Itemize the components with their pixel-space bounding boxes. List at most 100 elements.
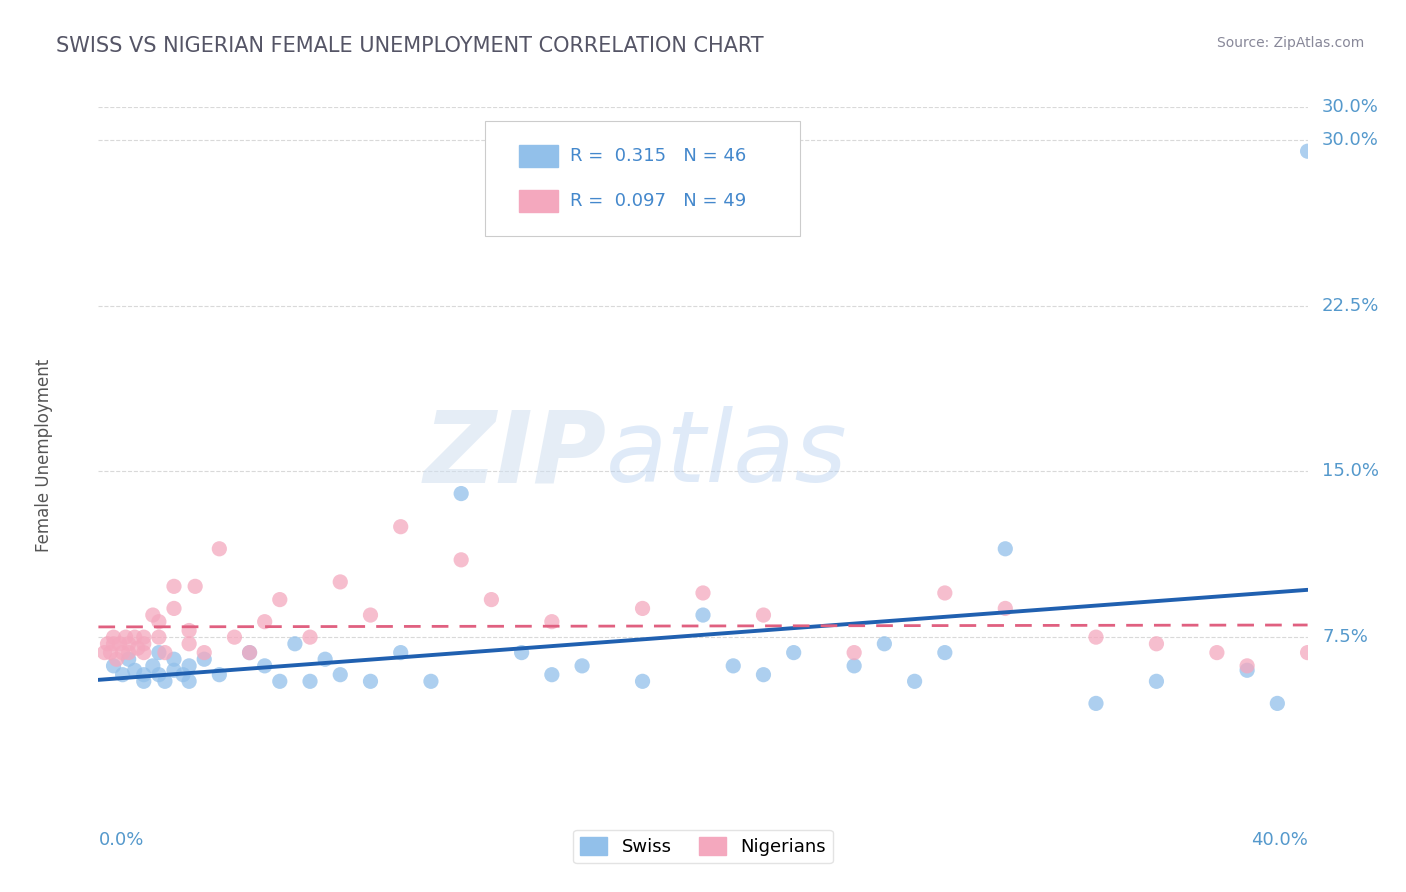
Point [934, 586, 956, 600]
Point [571, 658, 593, 673]
Point [299, 674, 322, 689]
Point [1144, 674, 1167, 689]
Point [510, 646, 533, 660]
Point [163, 601, 186, 615]
Point [193, 646, 215, 660]
FancyBboxPatch shape [485, 121, 800, 235]
Point [239, 646, 262, 660]
Point [329, 574, 352, 589]
Point [163, 579, 186, 593]
Point [127, 641, 149, 656]
Text: Source: ZipAtlas.com: Source: ZipAtlas.com [1216, 36, 1364, 50]
Point [177, 658, 201, 673]
Point [100, 646, 122, 660]
Point [114, 630, 136, 644]
Point [177, 674, 201, 689]
Point [1236, 663, 1258, 677]
Text: 0.0%: 0.0% [98, 830, 143, 848]
Point [253, 658, 276, 673]
Point [108, 637, 131, 651]
Point [389, 519, 412, 533]
Point [844, 658, 866, 673]
Point [148, 630, 170, 644]
Point [1206, 646, 1229, 660]
Point [118, 637, 141, 651]
Point [782, 646, 804, 660]
Point [103, 658, 125, 673]
Point [148, 615, 170, 629]
Point [103, 637, 125, 651]
Point [1144, 637, 1167, 651]
Point [142, 608, 165, 623]
Text: 7.5%: 7.5% [1322, 628, 1368, 646]
Point [148, 646, 170, 660]
Point [224, 630, 246, 644]
Point [142, 658, 165, 673]
Point [481, 592, 503, 607]
Point [124, 663, 146, 677]
Point [692, 586, 714, 600]
Point [193, 652, 215, 666]
Point [540, 615, 562, 629]
Point [148, 667, 170, 681]
Point [314, 652, 336, 666]
Point [118, 652, 141, 666]
Point [299, 630, 322, 644]
Point [329, 667, 352, 681]
Point [844, 646, 866, 660]
Point [111, 667, 134, 681]
Point [360, 608, 382, 623]
Text: atlas: atlas [606, 407, 848, 503]
Point [208, 667, 231, 681]
Point [631, 674, 654, 689]
Text: 40.0%: 40.0% [1251, 830, 1308, 848]
Point [1085, 697, 1108, 711]
Text: 30.0%: 30.0% [1322, 131, 1379, 149]
Point [934, 646, 956, 660]
Point [389, 646, 412, 660]
Point [994, 601, 1017, 615]
Point [153, 646, 176, 660]
Text: ZIP: ZIP [423, 407, 606, 503]
Point [450, 553, 472, 567]
Text: R =  0.315   N = 46: R = 0.315 N = 46 [569, 147, 747, 165]
Point [721, 658, 744, 673]
Point [752, 608, 775, 623]
Point [105, 652, 128, 666]
Point [1296, 646, 1319, 660]
Text: 22.5%: 22.5% [1322, 297, 1379, 315]
Point [269, 674, 291, 689]
Text: Female Unemployment: Female Unemployment [35, 359, 53, 551]
Text: 30.0%: 30.0% [1322, 98, 1379, 116]
Point [124, 630, 146, 644]
Point [1085, 630, 1108, 644]
Point [111, 646, 134, 660]
Point [269, 592, 291, 607]
Bar [519, 190, 558, 212]
Point [692, 608, 714, 623]
Point [163, 663, 186, 677]
Point [172, 667, 194, 681]
Point [163, 652, 186, 666]
Point [132, 630, 155, 644]
Point [994, 541, 1017, 556]
Point [103, 630, 125, 644]
Point [93, 646, 115, 660]
Point [1265, 697, 1288, 711]
Point [1296, 145, 1319, 159]
Text: 15.0%: 15.0% [1322, 462, 1379, 481]
Point [450, 486, 472, 500]
Point [184, 579, 207, 593]
Bar [519, 145, 558, 167]
Point [253, 615, 276, 629]
Text: R =  0.097   N = 49: R = 0.097 N = 49 [569, 192, 747, 210]
Point [132, 637, 155, 651]
Point [752, 667, 775, 681]
Legend: Swiss, Nigerians: Swiss, Nigerians [572, 830, 834, 863]
Point [419, 674, 441, 689]
Text: SWISS VS NIGERIAN FEMALE UNEMPLOYMENT CORRELATION CHART: SWISS VS NIGERIAN FEMALE UNEMPLOYMENT CO… [56, 36, 763, 55]
Point [873, 637, 896, 651]
Point [284, 637, 307, 651]
Point [239, 646, 262, 660]
Point [177, 624, 201, 638]
